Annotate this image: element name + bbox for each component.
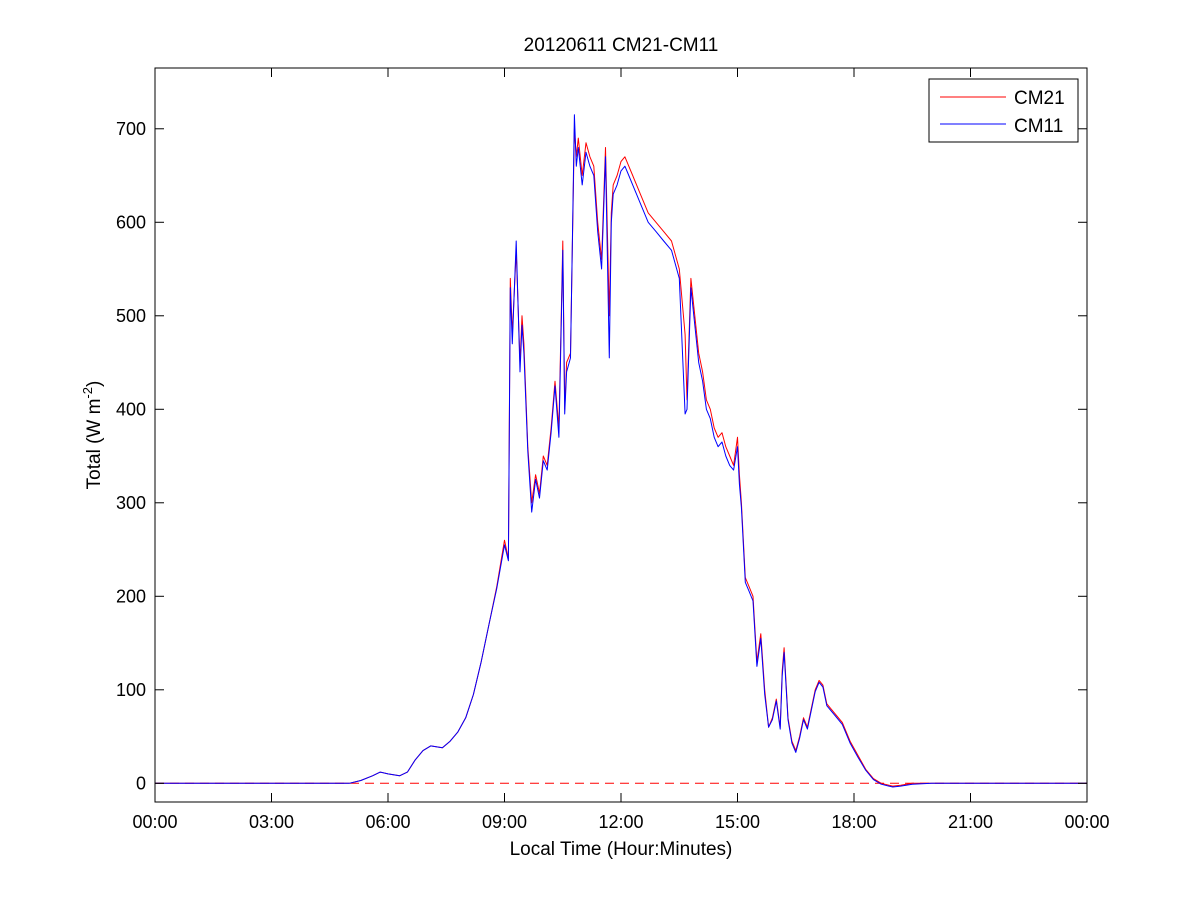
y-tick-label: 500 xyxy=(116,306,146,326)
y-tick-label: 0 xyxy=(136,773,146,793)
x-tick-label: 21:00 xyxy=(948,812,993,832)
legend-label-cm21: CM21 xyxy=(1014,88,1065,109)
y-tick-label: 200 xyxy=(116,586,146,606)
y-axis-label-close: ) xyxy=(84,381,105,387)
y-tick-label: 700 xyxy=(116,119,146,139)
y-axis-label-main: Total (W m xyxy=(84,399,105,490)
series-line-cm11 xyxy=(155,114,1087,788)
y-tick-label: 600 xyxy=(116,212,146,232)
x-tick-label: 00:00 xyxy=(132,812,177,832)
plot-area: 00:00 03:00 06:00 09:00 12:00 15:00 18:00 21:00… xyxy=(116,67,1110,832)
ticks-layer: 00:00 03:00 06:00 09:00 12:00 15:00 18:00 21:00… xyxy=(116,68,1110,832)
y-tick-label: 400 xyxy=(116,399,146,419)
x-tick-label: 09:00 xyxy=(482,812,527,832)
legend: CM21 CM11 xyxy=(928,78,1079,143)
legend-label-cm11: CM11 xyxy=(1014,116,1063,137)
y-tick-label: 100 xyxy=(116,680,146,700)
x-tick-label: 03:00 xyxy=(249,812,294,832)
x-tick-label: 06:00 xyxy=(365,812,410,832)
chart-title: 20120611 CM21-CM11 xyxy=(524,35,719,56)
x-tick-label: 15:00 xyxy=(715,812,760,832)
y-axis-label: Total (W m-2) xyxy=(80,381,105,490)
x-tick-label: 00:00 xyxy=(1064,812,1109,832)
x-tick-label: 18:00 xyxy=(831,812,876,832)
y-axis-label-exponent: -2 xyxy=(80,387,95,399)
y-tick-label: 300 xyxy=(116,493,146,513)
legend-box xyxy=(928,78,1079,143)
x-axis-label: Local Time (Hour:Minutes) xyxy=(510,839,733,860)
x-tick-label: 12:00 xyxy=(598,812,643,832)
data-layer xyxy=(155,114,1087,788)
